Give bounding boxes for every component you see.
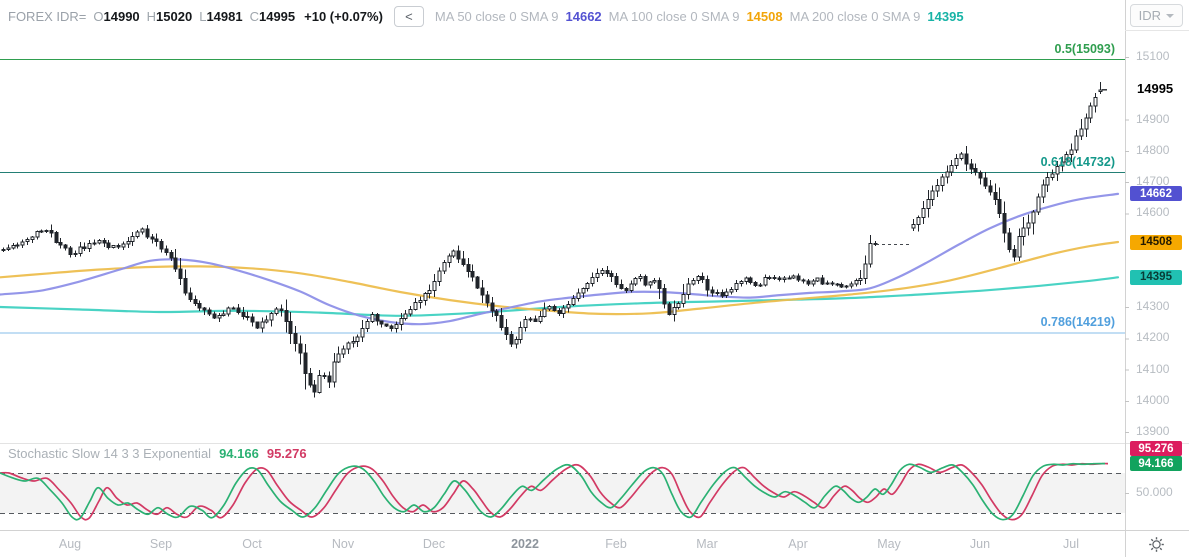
ma100-legend-label: MA 100 close 0 SMA 9 — [608, 9, 740, 24]
price-tick-label: 15100 — [1136, 49, 1170, 63]
ohlc-open: O14990 — [93, 9, 139, 24]
ohlc-low: L14981 — [199, 9, 242, 24]
time-tick-May: May — [877, 537, 901, 551]
time-tick-Nov: Nov — [331, 537, 355, 551]
fib-label-0-5: 0.5(15093) — [1054, 42, 1115, 57]
time-tick-Dec: Dec — [422, 537, 446, 551]
close-letter: C — [249, 9, 259, 24]
stochastic-k-value: 94.166 — [219, 446, 259, 461]
chevron-left-icon: < — [405, 9, 413, 24]
price-tick-label: 14200 — [1136, 330, 1170, 345]
axis-badge-95.276: 95.276 — [1130, 441, 1182, 456]
axis-badge-14395: 14395 — [1130, 269, 1182, 285]
symbol-label: FOREX IDR= — [8, 9, 87, 24]
time-tick-Oct: Oct — [242, 537, 262, 551]
ma200-legend-label: MA 200 close 0 SMA 9 — [789, 9, 921, 24]
high-value: 15020 — [156, 9, 193, 24]
axis-badge-94.166: 94.166 — [1130, 456, 1182, 471]
price-tick-label: 14000 — [1136, 392, 1170, 407]
axis-badge-14662: 14662 — [1130, 186, 1182, 202]
time-tick-Feb: Feb — [605, 537, 627, 551]
fib-label-0-786: 0.786(14219) — [1040, 315, 1115, 330]
last-price-label: 14995 — [1134, 80, 1177, 96]
ohlc-close: C14995 — [250, 9, 296, 24]
settings-gear-button[interactable] — [1146, 534, 1166, 554]
stochastic-name: Stochastic Slow 14 3 3 Exponential — [8, 446, 212, 461]
stochastic-legend: Stochastic Slow 14 3 3 Exponential 94.16… — [8, 446, 307, 461]
price-tick-label: 14900 — [1136, 111, 1170, 126]
currency-selector[interactable]: IDR — [1129, 4, 1183, 27]
time-tick-2022: 2022 — [511, 537, 539, 551]
ma50-legend-label: MA 50 close 0 SMA 9 — [434, 9, 559, 24]
low-letter: L — [199, 9, 207, 24]
ma200-legend-value: 14395 — [927, 9, 964, 24]
stochastic-d-value: 95.276 — [266, 446, 307, 461]
price-tick-label: 14600 — [1136, 205, 1170, 220]
open-letter: O — [93, 9, 104, 24]
chevron-down-icon — [1166, 13, 1174, 18]
low-value: 14981 — [206, 9, 243, 24]
fib-label-0-618: 0.618(14732) — [1040, 155, 1115, 169]
price-tick-label: 14700 — [1136, 174, 1170, 188]
price-tick-label: 13900 — [1136, 424, 1170, 438]
stochastic-mid-label: 50.000 — [1136, 485, 1173, 499]
high-letter: H — [146, 9, 157, 24]
time-tick-Mar: Mar — [696, 537, 718, 551]
time-tick-Jun: Jun — [969, 537, 991, 551]
ma100-legend-value: 14508 — [746, 9, 783, 24]
legend-collapse-button[interactable]: < — [393, 6, 424, 27]
legend-bar: FOREX IDR= O14990 H15020 L14981 C14995 +… — [8, 6, 964, 27]
time-tick-Aug: Aug — [58, 537, 82, 551]
price-tick-label: 14100 — [1136, 361, 1170, 376]
gear-icon — [1148, 536, 1164, 552]
time-tick-Apr: Apr — [788, 537, 808, 551]
currency-label: IDR — [1138, 8, 1161, 23]
ohlc-high: H15020 — [147, 9, 193, 24]
price-tick-label: 14800 — [1136, 142, 1170, 157]
price-tick-label: 14300 — [1136, 299, 1170, 313]
open-value: 14990 — [103, 9, 140, 24]
time-axis[interactable]: Aug Sep Oct Nov Dec 2022 Feb Mar Apr May Jun Jul — [0, 531, 1125, 557]
change-label: +10 (+0.07%) — [304, 9, 383, 24]
axis-badge-14508: 14508 — [1130, 234, 1182, 250]
ma50-legend-value: 14662 — [565, 9, 602, 24]
close-value: 14995 — [258, 9, 296, 24]
time-tick-Sep: Sep — [149, 537, 173, 551]
price-axis[interactable]: 15100 14900 14800 14700 14600 14300 14200 14100… — [1126, 0, 1189, 530]
time-tick-Jul: Jul — [1063, 537, 1079, 551]
